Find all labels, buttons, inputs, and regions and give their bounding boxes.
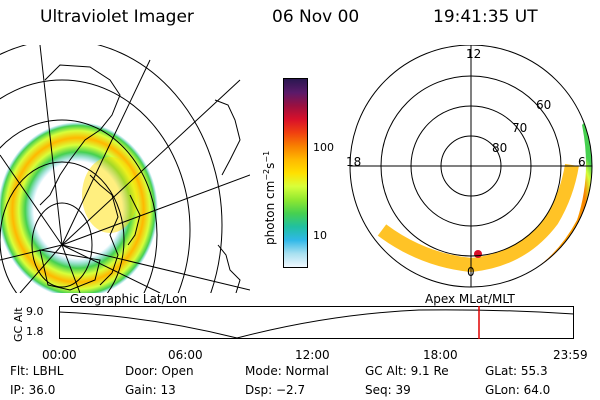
mlt-label-6: 6 (578, 155, 586, 169)
seq-info: Seq: 39 (365, 383, 411, 397)
aurora-peak-spot (474, 250, 482, 258)
mlat-label-70: 70 (512, 121, 528, 135)
ip-info: IP: 36.0 (10, 383, 56, 397)
polar-grid (349, 45, 593, 288)
alt-xtick-4: 23:59 (553, 348, 588, 362)
gain-info: Gain: 13 (125, 383, 176, 397)
polar-caption: Apex MLat/MLT (425, 292, 515, 306)
alt-xtick-2: 12:00 (295, 348, 330, 362)
alt-xtick-0: 00:00 (42, 348, 77, 362)
date-label: 06 Nov 00 (272, 7, 360, 27)
alt-tick-low: 1.8 (26, 325, 44, 338)
aurora-bright-band (377, 163, 579, 273)
colorbar-unit-label: photon cm−2s−1 (262, 150, 277, 245)
gcalt-info: GC Alt: 9.1 Re (365, 364, 449, 378)
mode-info: Mode: Normal (245, 364, 329, 378)
orbit-altitude-plot (59, 306, 574, 339)
colorbar-tick-100: 100 (313, 141, 334, 154)
altitude-curve (59, 309, 574, 339)
mlt-label-0: 0 (467, 265, 475, 279)
alt-axis-label: GC Alt (12, 307, 25, 342)
mlat-label-60: 60 (536, 98, 552, 112)
door-info: Door: Open (125, 364, 194, 378)
dsp-info: Dsp: −2.7 (245, 383, 306, 397)
flt-info: Flt: LBHL (10, 364, 64, 378)
mlt-label-18: 18 (346, 155, 362, 169)
geographic-image-panel (0, 45, 250, 293)
time-label: 19:41:35 UT (433, 7, 538, 27)
glat-info: GLat: 55.3 (485, 364, 548, 378)
alt-xtick-3: 18:00 (423, 348, 458, 362)
geo-latitude-grid (0, 45, 223, 293)
alt-tick-high: 9.0 (26, 305, 44, 318)
coastlines (39, 64, 241, 293)
colorbar-tick-10: 10 (313, 229, 327, 242)
aurora-bright-patch (82, 157, 138, 233)
mlat-label-80: 80 (492, 141, 508, 155)
geo-meridians (0, 45, 250, 293)
geo-caption: Geographic Lat/Lon (70, 292, 188, 306)
mlt-label-12: 12 (466, 47, 482, 61)
polar-mlt-panel (349, 45, 593, 288)
alt-xtick-1: 06:00 (168, 348, 203, 362)
instrument-title: Ultraviolet Imager (40, 7, 194, 27)
glon-info: GLon: 64.0 (485, 383, 551, 397)
color-scale-bar (283, 78, 308, 268)
